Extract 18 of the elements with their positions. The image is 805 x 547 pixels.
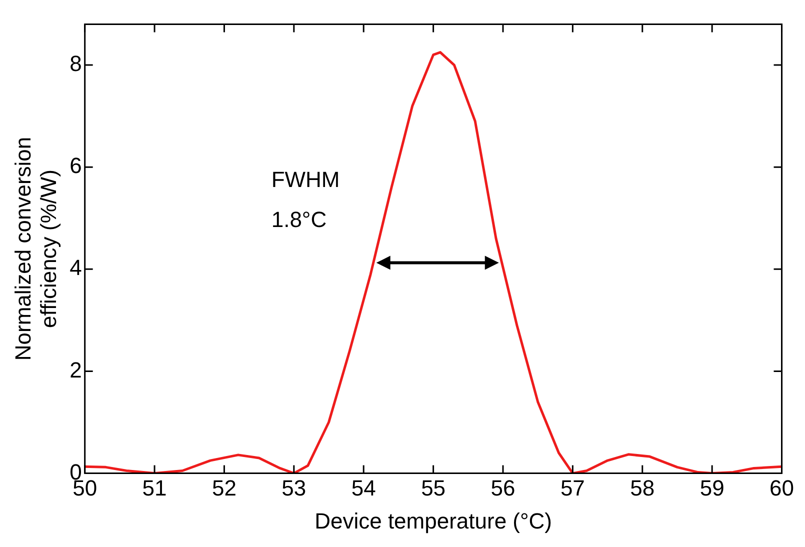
annotation: FWHM (271, 166, 340, 192)
y-tick-label: 6 (70, 153, 82, 178)
y-tick-label: 2 (70, 357, 82, 382)
x-tick-label: 57 (560, 476, 585, 501)
annotation: 1.8°C (271, 206, 327, 232)
x-tick-label: 58 (630, 476, 655, 501)
x-tick-label: 51 (142, 476, 167, 501)
x-tick-label: 59 (700, 476, 724, 501)
x-tick-label: 55 (421, 476, 446, 501)
x-tick-label: 60 (770, 476, 794, 501)
x-axis-title: Device temperature (°C) (314, 508, 552, 534)
y-tick-label: 4 (70, 255, 82, 280)
x-tick-label: 56 (490, 476, 516, 501)
y-tick-label: 8 (70, 51, 82, 76)
y-axis-title: Normalized conversion efficiency (%/W) (10, 136, 62, 361)
x-tick-label: 53 (282, 476, 306, 501)
x-tick-label: 54 (351, 476, 376, 501)
x-tick-label: 52 (212, 476, 236, 501)
